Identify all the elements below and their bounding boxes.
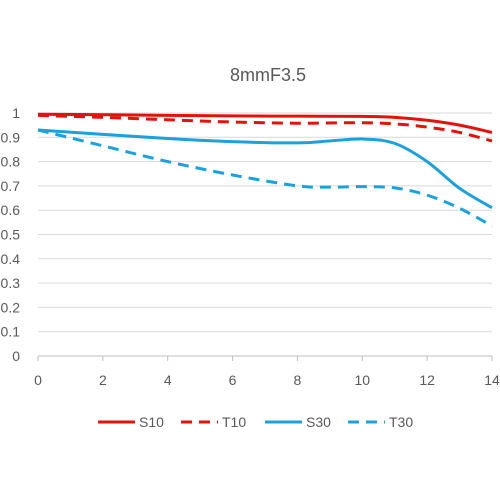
y-tick-label: 0.8 — [1, 154, 21, 170]
legend-label: T30 — [389, 414, 413, 430]
x-tick-label: 12 — [419, 372, 435, 388]
series-line-t30 — [37, 128, 493, 228]
series-line-s10 — [37, 112, 493, 134]
x-tick-label: 2 — [99, 372, 107, 388]
y-tick-label: 0.6 — [1, 202, 21, 218]
x-tick-label: 6 — [229, 372, 237, 388]
y-tick-label: 0.1 — [1, 324, 21, 340]
x-tick-label: 0 — [34, 372, 42, 388]
x-tick-label: 14 — [484, 372, 500, 388]
legend-item-t10: T10 — [181, 414, 246, 430]
axes — [37, 355, 493, 361]
y-tick-label: 0 — [12, 348, 20, 364]
legend-item-t30: T30 — [348, 414, 413, 430]
x-tick-label: 8 — [294, 372, 302, 388]
x-axis-tick-labels: 0 2 4 6 8 10 12 14 — [34, 372, 500, 388]
legend-label: S30 — [306, 414, 331, 430]
series-line-s30 — [37, 128, 493, 210]
legend-label: T10 — [222, 414, 246, 430]
chart-title: 8mmF3.5 — [230, 65, 306, 85]
legend-item-s30: S30 — [265, 414, 331, 430]
legend-item-s10: S10 — [98, 414, 164, 430]
legend-label: S10 — [139, 414, 164, 430]
y-axis-tick-labels: 0 0.1 0.2 0.3 0.4 0.5 0.6 0.7 0.8 0.9 1 — [1, 105, 21, 364]
y-tick-label: 1 — [12, 105, 20, 121]
series-lines — [37, 112, 493, 228]
y-tick-label: 0.7 — [1, 178, 21, 194]
y-tick-label: 0.5 — [1, 227, 21, 243]
y-tick-label: 0.3 — [1, 275, 21, 291]
series-line-t10 — [37, 113, 493, 143]
y-tick-label: 0.9 — [1, 129, 21, 145]
y-tick-label: 0.2 — [1, 299, 21, 315]
y-tick-label: 0.4 — [1, 251, 21, 267]
x-tick-label: 4 — [164, 372, 172, 388]
x-tick-label: 10 — [354, 372, 370, 388]
gridlines — [38, 112, 492, 333]
legend: S10 T10 S30 T30 — [98, 414, 413, 430]
